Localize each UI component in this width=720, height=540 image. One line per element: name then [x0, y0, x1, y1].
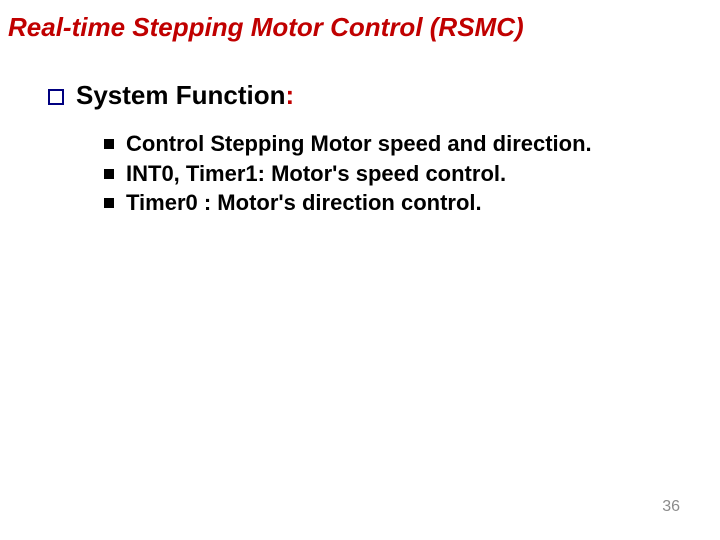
- section-row: System Function:: [48, 80, 294, 111]
- filled-square-bullet-icon: [104, 198, 114, 208]
- bullet-text: INT0, Timer1: Motor's speed control.: [126, 160, 506, 188]
- page-number: 36: [662, 498, 680, 516]
- hollow-square-bullet-icon: [48, 89, 64, 105]
- slide-title: Real-time Stepping Motor Control (RSMC): [8, 12, 524, 43]
- section-heading-colon: :: [285, 80, 294, 110]
- section-heading-text: System Function: [76, 80, 285, 110]
- slide: Real-time Stepping Motor Control (RSMC) …: [0, 0, 720, 540]
- list-item: Timer0 : Motor's direction control.: [104, 189, 624, 217]
- bullet-list: Control Stepping Motor speed and directi…: [104, 130, 624, 219]
- bullet-text: Timer0 : Motor's direction control.: [126, 189, 482, 217]
- section-heading: System Function:: [76, 80, 294, 111]
- filled-square-bullet-icon: [104, 139, 114, 149]
- title-text: Real-time Stepping Motor Control (RSMC): [8, 12, 524, 42]
- bullet-text: Control Stepping Motor speed and directi…: [126, 130, 592, 158]
- filled-square-bullet-icon: [104, 169, 114, 179]
- list-item: INT0, Timer1: Motor's speed control.: [104, 160, 624, 188]
- list-item: Control Stepping Motor speed and directi…: [104, 130, 624, 158]
